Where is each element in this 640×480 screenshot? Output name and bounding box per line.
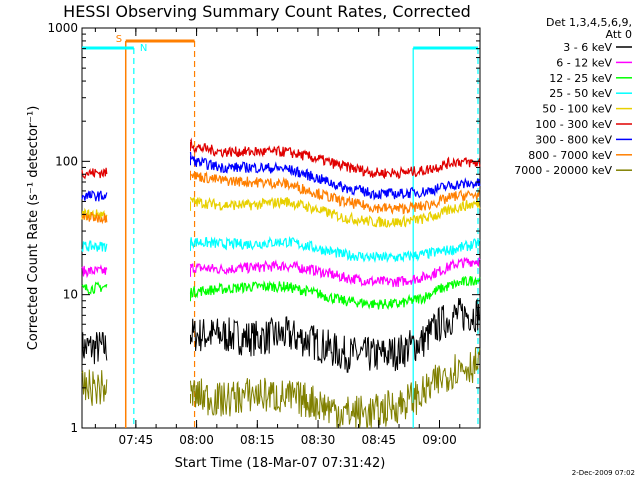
legend-label: 6 - 12 keV xyxy=(556,56,612,69)
x-tick-label: 08:30 xyxy=(301,433,336,447)
footer-date: 2-Dec-2009 07:02 xyxy=(572,469,635,477)
series-50-100-keVkev xyxy=(81,196,481,228)
x-axis-label: Start Time (18-Mar-07 07:31:42) xyxy=(175,456,386,471)
annotation-n: N xyxy=(82,43,147,428)
series-line xyxy=(189,151,481,201)
series-line xyxy=(81,331,108,367)
legend-label: 800 - 7000 keV xyxy=(528,149,612,162)
series-100-300-keVkev xyxy=(81,137,481,180)
y-tick-label: 1000 xyxy=(47,21,78,35)
x-tick-label: 08:00 xyxy=(179,433,214,447)
legend-label: 12 - 25 keV xyxy=(549,72,612,85)
series-800-7000-keVkev xyxy=(81,170,481,225)
series-line xyxy=(190,347,481,429)
legend-label: 100 - 300 keV xyxy=(535,118,612,131)
chart-title: HESSI Observing Summary Count Rates, Cor… xyxy=(63,2,471,21)
y-tick-label: 10 xyxy=(63,288,78,302)
y-tick-label: 100 xyxy=(55,154,78,168)
y-tick-label: 1 xyxy=(70,421,78,435)
legend-label: 7000 - 20000 keV xyxy=(514,164,612,177)
series-line xyxy=(81,190,108,202)
series-7000-20000-keVkev xyxy=(81,347,481,429)
series-12-25-keVkev xyxy=(81,275,481,310)
legend-header: Det 1,3,4,5,6,9, xyxy=(546,16,632,29)
legend-label: 300 - 800 keV xyxy=(535,133,612,146)
series-line xyxy=(189,275,481,310)
legend-label: 3 - 6 keV xyxy=(563,41,612,54)
series-line xyxy=(81,281,108,295)
series-line xyxy=(81,167,108,180)
annotation-bar-2 xyxy=(412,46,479,428)
x-tick-label: 09:00 xyxy=(422,433,457,447)
legend-header: Att 0 xyxy=(606,28,632,41)
series-line xyxy=(189,256,481,288)
series-line xyxy=(190,297,481,373)
series-line xyxy=(189,137,481,180)
series-line xyxy=(189,196,481,228)
x-tick-label: 07:45 xyxy=(119,433,154,447)
series-3-6-keVkev xyxy=(81,297,481,373)
series-line xyxy=(81,369,108,406)
x-tick-label: 08:45 xyxy=(361,433,396,447)
plot-frame xyxy=(81,27,481,429)
y-axis-label: Corrected Count Rate (s⁻¹ detector⁻¹) xyxy=(26,106,41,351)
series-25-50-keVkev xyxy=(81,235,481,264)
series-line xyxy=(81,264,108,279)
series-line xyxy=(81,240,108,252)
annotation-label: N xyxy=(140,43,147,54)
series-6-12-keVkev xyxy=(81,256,481,288)
legend-label: 50 - 100 keV xyxy=(542,103,612,116)
series-line xyxy=(81,211,108,225)
x-tick-label: 08:15 xyxy=(240,433,275,447)
legend-label: 25 - 50 keV xyxy=(549,87,612,100)
series-line xyxy=(189,235,481,264)
annotation-s: S xyxy=(116,34,196,428)
annotation-label: S xyxy=(116,34,122,45)
series-300-800-keVkev xyxy=(81,151,481,202)
series-line xyxy=(190,171,481,215)
